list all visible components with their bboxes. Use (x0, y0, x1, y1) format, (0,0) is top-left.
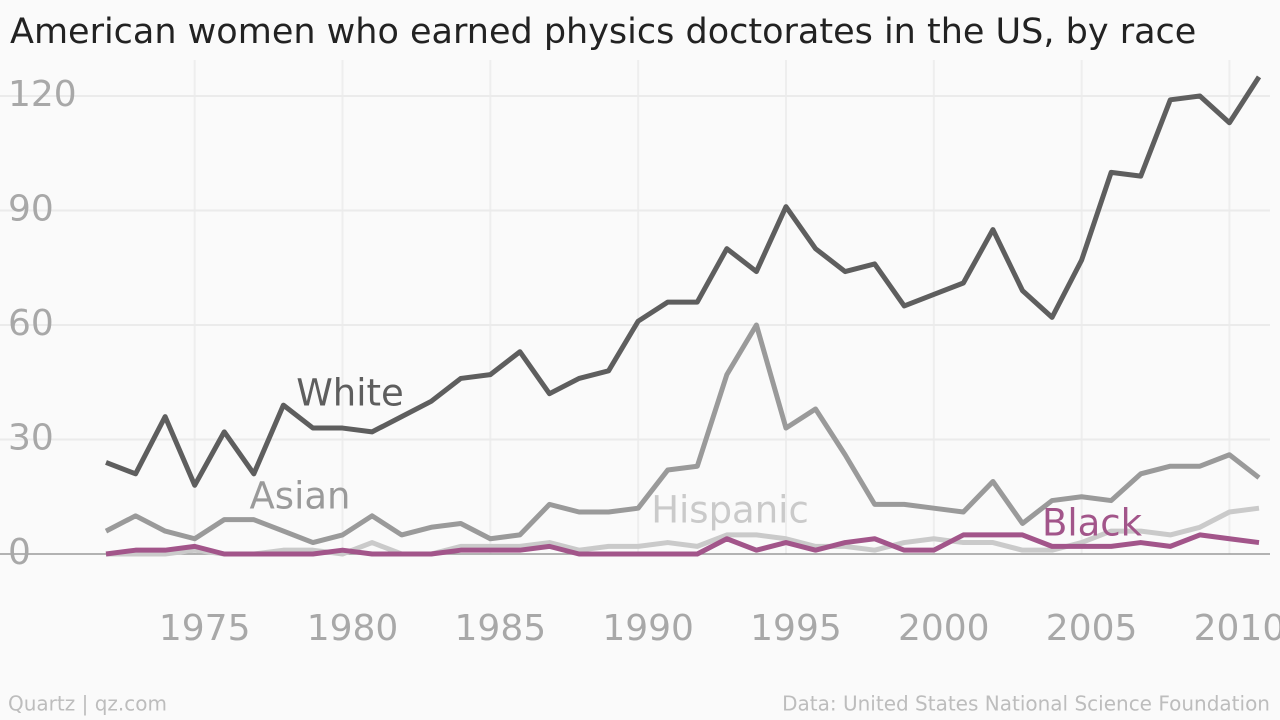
series-line (105, 532, 1260, 557)
series-line (105, 75, 1262, 488)
series-label: White (296, 372, 404, 415)
series-label: Black (1042, 502, 1143, 545)
x-tick-label: 2010 (1194, 608, 1280, 649)
y-tick-label: 60 (8, 303, 54, 344)
source-right: Data: United States National Science Fou… (782, 692, 1270, 716)
y-tick-label: 90 (8, 189, 54, 230)
x-tick-label: 1995 (750, 608, 842, 649)
source-left: Quartz | qz.com (8, 692, 167, 716)
x-tick-label: 1990 (602, 608, 694, 649)
x-tick-label: 1985 (455, 608, 547, 649)
y-tick-label: 30 (8, 418, 54, 459)
y-tick-label: 120 (8, 74, 77, 115)
x-tick-label: 1975 (159, 608, 251, 649)
series-line (104, 322, 1261, 546)
x-tick-label: 2000 (898, 608, 990, 649)
chart-title: American women who earned physics doctor… (10, 12, 1196, 52)
series-label: Hispanic (651, 489, 809, 532)
y-tick-label: 0 (8, 532, 31, 573)
series-label: Asian (250, 475, 351, 518)
x-tick-label: 1980 (307, 608, 399, 649)
x-tick-label: 2005 (1046, 608, 1138, 649)
